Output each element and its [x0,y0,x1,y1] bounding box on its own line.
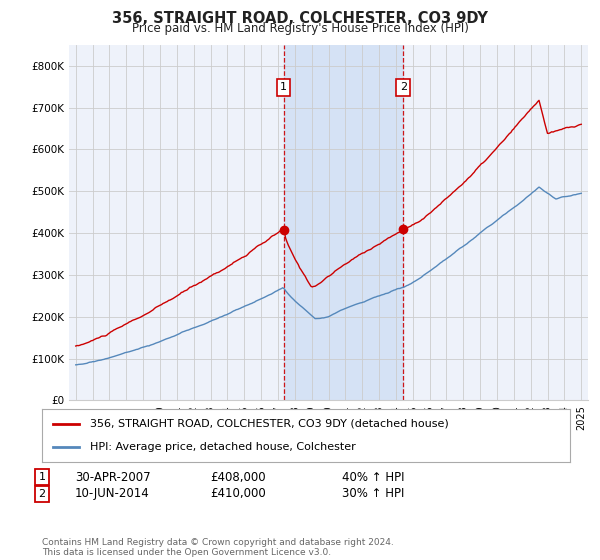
Text: Contains HM Land Registry data © Crown copyright and database right 2024.
This d: Contains HM Land Registry data © Crown c… [42,538,394,557]
Text: Price paid vs. HM Land Registry's House Price Index (HPI): Price paid vs. HM Land Registry's House … [131,22,469,35]
Text: 10-JUN-2014: 10-JUN-2014 [75,487,150,501]
Text: £410,000: £410,000 [210,487,266,501]
Text: £408,000: £408,000 [210,470,266,484]
Text: 40% ↑ HPI: 40% ↑ HPI [342,470,404,484]
Text: 2: 2 [400,82,407,92]
Text: 1: 1 [38,472,46,482]
Text: 30-APR-2007: 30-APR-2007 [75,470,151,484]
Text: 356, STRAIGHT ROAD, COLCHESTER, CO3 9DY: 356, STRAIGHT ROAD, COLCHESTER, CO3 9DY [112,11,488,26]
Text: 30% ↑ HPI: 30% ↑ HPI [342,487,404,501]
Bar [284,45,403,400]
Text: 1: 1 [280,82,287,92]
Text: HPI: Average price, detached house, Colchester: HPI: Average price, detached house, Colc… [89,442,355,452]
Text: 356, STRAIGHT ROAD, COLCHESTER, CO3 9DY (detached house): 356, STRAIGHT ROAD, COLCHESTER, CO3 9DY … [89,419,448,429]
Text: 2: 2 [38,489,46,499]
